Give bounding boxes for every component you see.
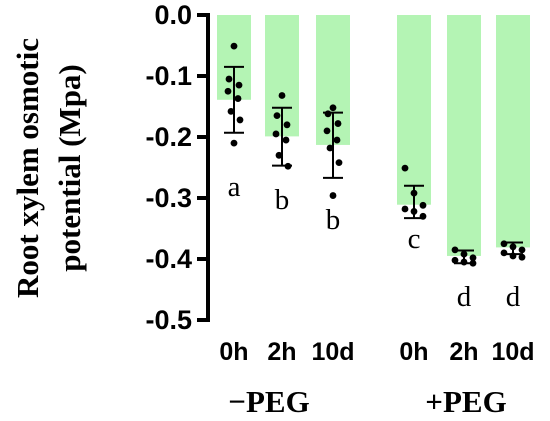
x-tick-label: 10d xyxy=(311,338,354,366)
data-point xyxy=(283,121,291,129)
data-point xyxy=(500,249,508,257)
x-tick-label: 0h xyxy=(399,338,428,366)
x-tick-label: 2h xyxy=(449,338,478,366)
group-labels: −PEG +PEG xyxy=(228,384,506,419)
data-point xyxy=(460,258,468,266)
data-point xyxy=(275,151,283,159)
data-point xyxy=(419,201,427,209)
significance-letter: d xyxy=(457,281,472,313)
data-point xyxy=(224,87,232,95)
significance-letter: b xyxy=(275,184,290,216)
y-tick-label: -0.1 xyxy=(145,61,192,91)
significance-letter: c xyxy=(408,223,421,255)
data-point xyxy=(460,250,468,258)
data-point xyxy=(401,164,409,172)
y-axis: 0.0 -0.1 -0.2 -0.3 -0.4 -0.5 xyxy=(145,0,210,335)
data-point xyxy=(518,246,526,254)
data-point xyxy=(401,205,409,213)
data-point xyxy=(451,256,459,264)
data-point xyxy=(230,42,238,50)
bar xyxy=(496,15,530,248)
bar xyxy=(397,15,431,205)
y-tick-label: 0.0 xyxy=(154,0,192,30)
data-point xyxy=(225,75,233,83)
data-point xyxy=(518,253,526,261)
data-point xyxy=(324,110,332,118)
data-point xyxy=(410,208,418,215)
data-point xyxy=(469,254,477,262)
group-label-minus-peg: −PEG xyxy=(228,384,309,419)
significance-letters: a b b c d d xyxy=(228,171,521,313)
data-point xyxy=(272,130,280,138)
data-point xyxy=(451,246,459,254)
x-axis: 0h 2h 10d 0h 2h 10d xyxy=(219,338,534,366)
bars xyxy=(217,15,530,256)
data-point xyxy=(509,252,517,260)
data-point xyxy=(227,107,235,115)
data-point xyxy=(235,81,243,89)
x-tick-label: 10d xyxy=(491,338,534,366)
data-point xyxy=(236,116,244,124)
data-point xyxy=(326,144,334,152)
significance-letter: d xyxy=(506,281,521,313)
data-point xyxy=(500,240,508,248)
data-point xyxy=(282,136,290,144)
x-tick-label: 2h xyxy=(267,338,296,366)
x-tick-label: 0h xyxy=(219,338,248,366)
data-points xyxy=(224,42,526,267)
significance-letter: b xyxy=(326,204,341,236)
data-point xyxy=(419,212,427,220)
data-point xyxy=(323,127,331,135)
group-label-plus-peg: +PEG xyxy=(425,384,506,419)
data-point xyxy=(284,162,292,170)
data-point xyxy=(278,92,286,99)
bar xyxy=(447,15,481,256)
y-axis-label-line-2: potential (Mpa) xyxy=(52,64,87,272)
y-tick-label: -0.5 xyxy=(145,305,192,335)
data-point xyxy=(509,243,517,251)
y-tick-label: -0.3 xyxy=(145,183,192,213)
data-point xyxy=(410,189,418,197)
data-point xyxy=(230,139,238,147)
y-axis-label-line-1: Root xylem osmotic xyxy=(10,38,45,298)
data-point xyxy=(329,192,337,199)
data-point xyxy=(334,120,342,127)
data-point xyxy=(333,136,341,144)
data-point xyxy=(273,112,281,120)
data-point xyxy=(335,159,343,167)
data-point xyxy=(469,259,477,267)
data-point xyxy=(234,95,242,102)
y-tick-label: -0.4 xyxy=(145,244,192,274)
y-axis-label: Root xylem osmotic potential (Mpa) xyxy=(10,38,87,298)
y-tick-label: -0.2 xyxy=(145,122,192,152)
data-point xyxy=(329,104,337,112)
significance-letter: a xyxy=(228,171,241,203)
